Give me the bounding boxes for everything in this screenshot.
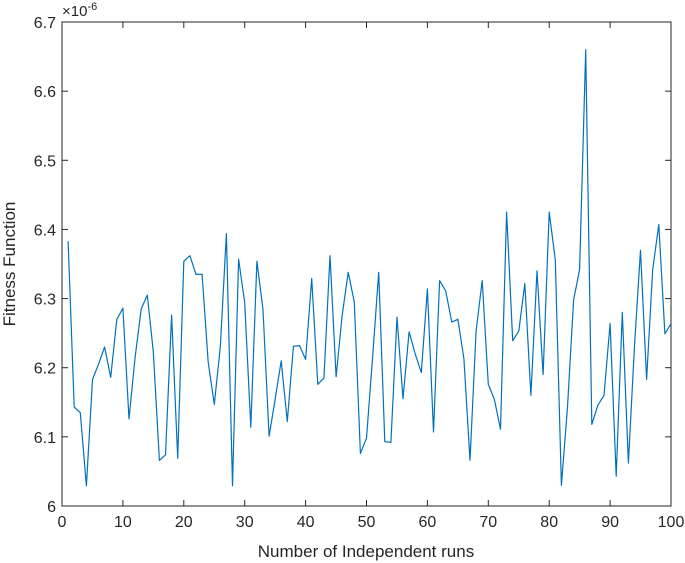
x-axis-ticks: 0 10 20 30 40 50 60 70 80 90 100	[58, 22, 685, 531]
x-axis-label: Number of Independent runs	[258, 542, 474, 561]
plot-area	[61, 21, 672, 507]
x-tick-label: 10	[114, 514, 132, 531]
y-tick-label: 6.5	[34, 153, 56, 170]
x-tick-label: 50	[358, 514, 376, 531]
x-tick-label: 70	[479, 514, 497, 531]
x-tick-label: 20	[175, 514, 193, 531]
series-line	[67, 49, 672, 487]
y-scale-factor: ×10-6	[62, 1, 97, 20]
x-tick-label: 60	[419, 514, 437, 531]
y-axis-label: Fitness Function	[0, 202, 19, 327]
x-tick-label: 0	[58, 514, 67, 531]
x-tick-label: 100	[658, 514, 685, 531]
y-tick-label: 6.4	[34, 222, 56, 239]
y-tick-label: 6.6	[34, 84, 56, 101]
y-tick-label: 6	[47, 499, 56, 516]
y-tick-label: 6.2	[34, 361, 56, 378]
x-tick-label: 90	[601, 514, 619, 531]
y-axis-ticks: 6 6.1 6.2 6.3 6.4 6.5 6.6 6.7	[34, 15, 671, 516]
y-tick-label: 6.7	[34, 15, 56, 32]
y-tick-label: 6.1	[34, 430, 56, 447]
x-tick-label: 40	[297, 514, 315, 531]
x-tick-label: 30	[236, 514, 254, 531]
y-tick-label: 6.3	[34, 292, 56, 309]
x-tick-label: 80	[540, 514, 558, 531]
